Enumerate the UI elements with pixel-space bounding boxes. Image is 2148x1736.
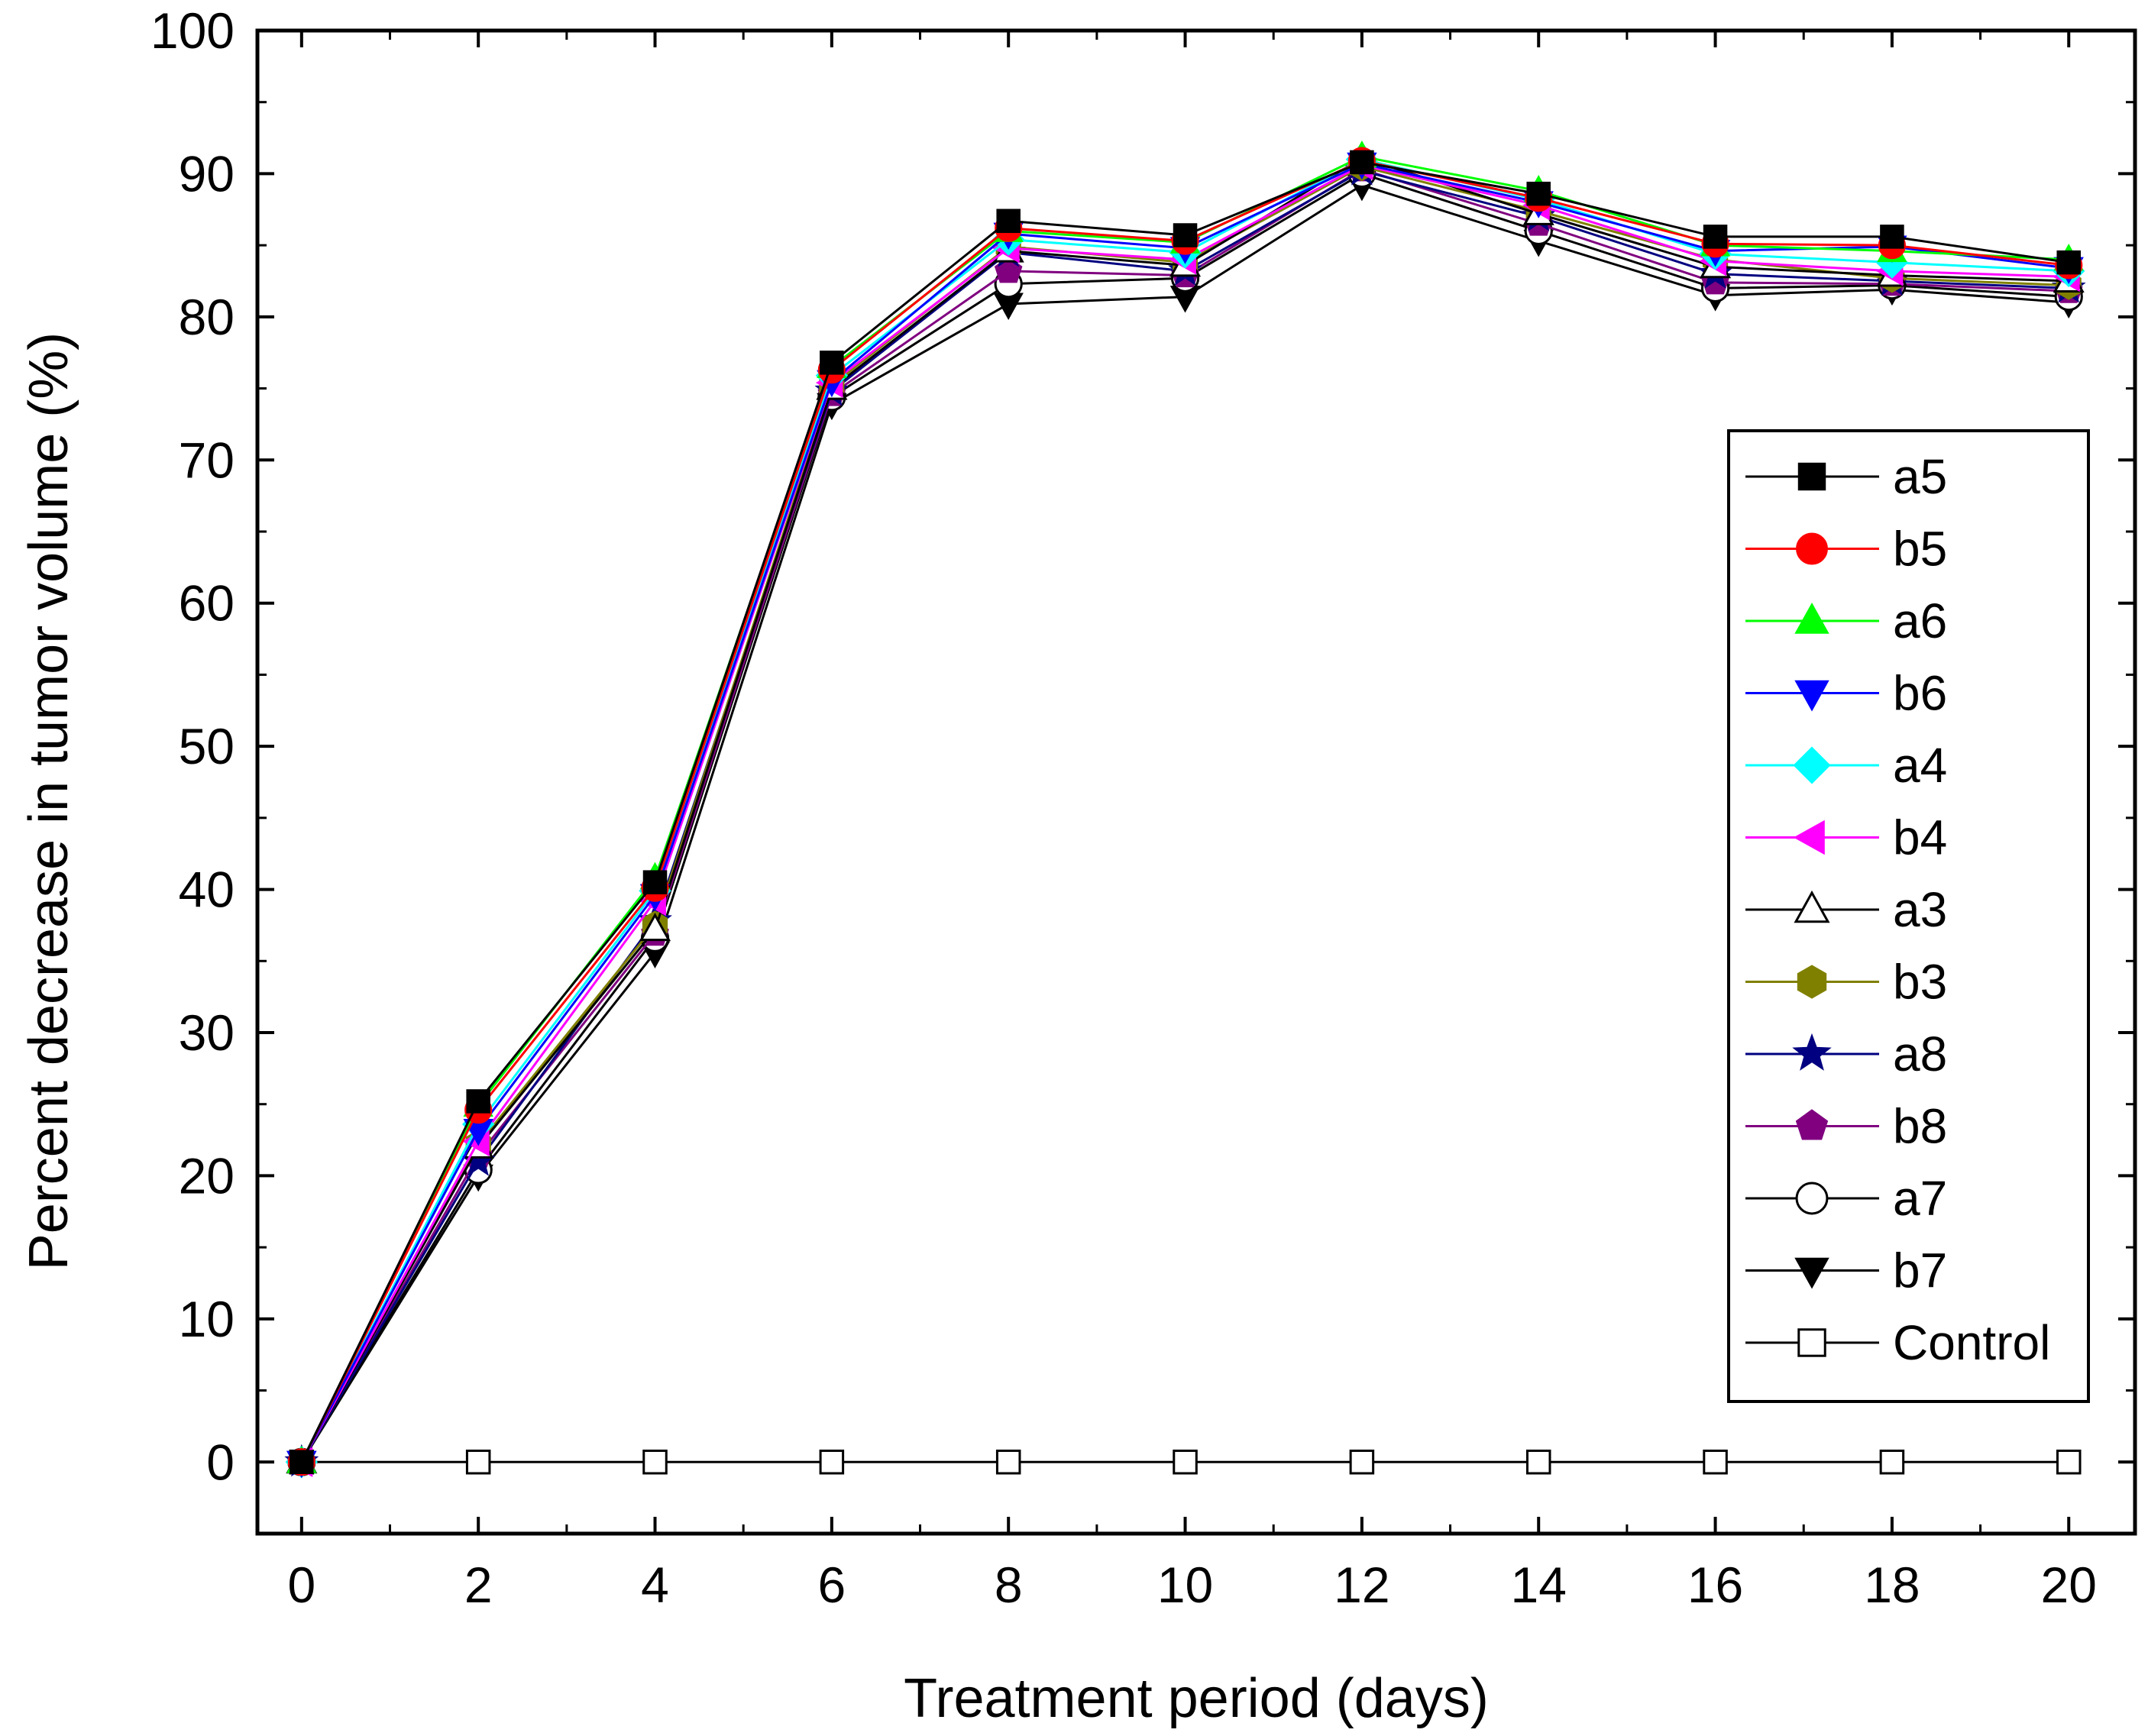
legend-label: b5	[1893, 522, 1947, 577]
data-point-a5	[1880, 225, 1904, 249]
x-tick-label: 14	[1511, 1557, 1567, 1613]
x-tick-label: 6	[817, 1557, 846, 1613]
legend-item-Control: Control	[1745, 1315, 2050, 1370]
x-axis-title: Treatment period (days)	[904, 1668, 1489, 1729]
y-tick-label: 30	[179, 1004, 235, 1061]
legend-marker	[1794, 680, 1829, 712]
y-tick-label: 20	[179, 1147, 235, 1204]
legend-label: a4	[1893, 738, 1947, 793]
legend-marker	[1795, 1182, 1829, 1215]
data-point-a5	[820, 351, 844, 375]
series-a5	[290, 150, 2082, 1475]
data-point-Control	[1349, 1450, 1375, 1475]
legend-label: a3	[1893, 882, 1947, 937]
legend-marker	[1795, 1109, 1829, 1140]
y-tick-label: 90	[179, 145, 235, 202]
legend-marker	[1794, 1257, 1829, 1289]
legend-label: a7	[1893, 1171, 1947, 1226]
data-point-Control	[1525, 1450, 1551, 1475]
x-tick-label: 18	[1864, 1557, 1920, 1613]
y-tick-label: 70	[179, 432, 235, 488]
legend-label: a8	[1893, 1026, 1947, 1081]
legend-label: b8	[1893, 1099, 1947, 1154]
legend-item-b7: b7	[1745, 1243, 1947, 1298]
data-point-Control	[642, 1450, 668, 1475]
legend-item-a5: a5	[1745, 449, 1947, 504]
legend-label: b7	[1893, 1243, 1947, 1298]
data-point-a5	[996, 209, 1021, 234]
y-tick-label: 0	[206, 1434, 235, 1490]
legend-item-b6: b6	[1745, 666, 1947, 721]
legend-item-b4: b4	[1745, 810, 1947, 865]
plot-frame	[255, 28, 2137, 1536]
data-point-a3	[639, 913, 671, 942]
legend-marker	[1794, 602, 1829, 634]
x-tick-label: 4	[641, 1557, 669, 1613]
legend-label: a6	[1893, 593, 1947, 648]
legend-item-a8: a8	[1745, 1026, 1947, 1081]
legend: a5 b5 a6 b6 a4 b4 a3 b3 a8 b8 a7 b7 Control	[1727, 429, 2090, 1403]
y-axis-title: Percent decrease in tumor volume (%)	[18, 332, 79, 1271]
x-tick-label: 8	[995, 1557, 1023, 1613]
data-point-Control	[465, 1450, 491, 1475]
legend-label: b4	[1893, 810, 1947, 865]
y-tick-label: 60	[179, 575, 235, 632]
x-tick-label: 2	[464, 1557, 493, 1613]
legend-item-a6: a6	[1745, 593, 1947, 648]
legend-item-b3: b3	[1745, 955, 1947, 1010]
series-layer	[284, 140, 2086, 1479]
x-tick-label: 10	[1157, 1557, 1213, 1613]
data-point-a5	[2056, 250, 2082, 275]
x-tick-label: 0	[287, 1557, 315, 1613]
data-point-Control	[1879, 1450, 1905, 1475]
legend-marker	[1797, 965, 1827, 999]
data-point-a5	[1526, 181, 1551, 206]
legend-item-b8: b8	[1745, 1099, 1947, 1154]
data-point-Control	[819, 1450, 845, 1475]
legend-marker	[1793, 820, 1825, 855]
legend-marker	[1796, 532, 1828, 565]
data-point-Control	[1703, 1450, 1728, 1475]
x-tick-label: 12	[1334, 1557, 1389, 1613]
legend-marker	[1794, 890, 1830, 923]
y-tick-label: 100	[150, 2, 235, 59]
x-tick-label: 16	[1687, 1557, 1743, 1613]
data-point-a5	[1703, 225, 1728, 249]
legend-marker	[1793, 746, 1831, 784]
x-tick-label: 20	[2041, 1557, 2097, 1613]
legend-marker	[1797, 462, 1826, 491]
y-tick-label: 40	[179, 862, 235, 918]
y-tick-label: 50	[179, 718, 235, 774]
data-point-a5	[642, 870, 668, 894]
y-tick-label: 80	[179, 289, 235, 345]
axes-layer: 0 2 4 6 8 10 12 14 16 18 20 0 10 20 30 40 50 60 70 80 90 100	[150, 2, 2135, 1613]
data-point-a5	[1350, 150, 1374, 175]
legend-label: Control	[1893, 1315, 2050, 1370]
legend-item-a4: a4	[1745, 738, 1947, 793]
data-point-a5	[290, 1450, 314, 1475]
data-point-a5	[1173, 223, 1198, 247]
legend-item-b5: b5	[1745, 522, 1947, 577]
legend-label: a5	[1893, 449, 1947, 504]
data-point-Control	[2056, 1450, 2082, 1475]
legend-box	[1727, 429, 2090, 1403]
legend-label: b3	[1893, 955, 1947, 1010]
data-point-Control	[1173, 1450, 1198, 1475]
legend-item-a3: a3	[1745, 882, 1947, 937]
legend-label: b6	[1893, 666, 1947, 721]
legend-item-a7: a7	[1745, 1171, 1947, 1226]
data-point-Control	[995, 1450, 1021, 1475]
legend-marker	[1797, 1328, 1826, 1357]
y-tick-label: 10	[179, 1291, 235, 1347]
legend-marker	[1792, 1033, 1832, 1071]
data-point-a5	[466, 1089, 490, 1114]
